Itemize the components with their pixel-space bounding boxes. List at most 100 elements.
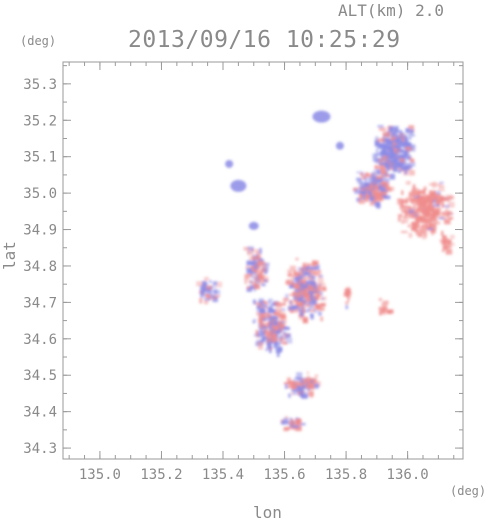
echo-cell (411, 189, 416, 193)
echo-cell (291, 282, 296, 287)
echo-cell (397, 154, 400, 160)
echo-cell (421, 219, 428, 224)
echo-cell (391, 143, 395, 148)
echo-cell (257, 255, 261, 260)
echo-cell (310, 381, 317, 384)
echo-cell (381, 302, 385, 306)
echo-cell (301, 394, 308, 399)
echo-cell (260, 318, 263, 324)
echo-cell (361, 194, 366, 200)
echo-cell (306, 280, 312, 286)
echo-cell (284, 384, 288, 389)
echo-cell (384, 195, 391, 200)
x-tick-label: 135.4 (202, 467, 244, 483)
echo-cell (321, 287, 327, 292)
echo-cell (396, 141, 404, 146)
echo-cell (438, 217, 445, 220)
echo-cell (256, 331, 264, 336)
echo-cell (246, 287, 252, 292)
echo-cell (385, 173, 389, 176)
echo-cell (257, 274, 265, 280)
echo-cell (251, 281, 256, 287)
echo-cell (432, 204, 440, 207)
echo-cell (444, 240, 451, 246)
echo-cell (438, 215, 443, 219)
echo-cell (289, 293, 296, 296)
echo-cell (360, 172, 364, 176)
echo-cell (300, 380, 304, 384)
echo-cell (216, 281, 223, 288)
echo-cell (320, 291, 323, 296)
echo-cell (370, 188, 377, 193)
echo-cell (282, 333, 290, 337)
echo-cell (259, 328, 263, 333)
echo-cell (263, 264, 269, 269)
echo-cell (359, 192, 363, 199)
echo-cell (307, 263, 314, 267)
echo-cell (390, 153, 398, 157)
echo-cell (252, 320, 255, 324)
echo-cell (390, 161, 396, 166)
echo-cell (212, 281, 218, 286)
echo-cell (409, 161, 416, 167)
echo-cell (244, 273, 250, 280)
echo-cell (407, 224, 411, 228)
echo-cell (291, 276, 295, 280)
echo-cell (431, 181, 437, 188)
echo-cell (385, 156, 391, 162)
echo-cell (248, 256, 256, 261)
echo-cell (289, 300, 292, 305)
echo-cell (298, 271, 303, 274)
echo-cell (244, 279, 248, 284)
echo-cell (403, 215, 408, 219)
echo-cell (299, 297, 307, 301)
echo-cell (268, 347, 272, 354)
echo-cell (445, 194, 453, 200)
echo-cell (421, 223, 425, 228)
echo-cell (393, 150, 400, 156)
plot-frame (62, 61, 464, 460)
echo-cell (287, 305, 295, 311)
echo-cell (378, 185, 384, 190)
echo-cell (374, 201, 380, 207)
echo-cell (389, 162, 394, 167)
echo-cell (295, 376, 298, 379)
echo-cell (406, 207, 410, 212)
echo-cell (287, 271, 293, 277)
echo-cell (261, 331, 266, 336)
echo-cell (278, 328, 282, 331)
echo-cell (364, 177, 368, 182)
echo-cell (376, 166, 383, 169)
echo-cell (276, 347, 282, 354)
echo-cell (306, 371, 310, 375)
echo-cell (407, 213, 413, 219)
echo-cell (300, 267, 303, 273)
echo-cell (357, 179, 363, 184)
echo-cell (401, 190, 404, 196)
echo-cell (312, 383, 319, 388)
echo-cell (283, 382, 289, 385)
echo-cell (410, 158, 415, 163)
echo-cell (414, 224, 420, 229)
echo-cell (442, 216, 448, 221)
x-tick-label: 135.0 (79, 467, 121, 483)
echo-cell (408, 169, 415, 176)
echo-cell (359, 182, 366, 188)
echo-cell (254, 261, 258, 266)
echo-cell (308, 382, 315, 388)
echo-cell (365, 182, 370, 188)
echo-cell (428, 183, 434, 186)
echo-cell (253, 279, 259, 286)
echo-cell (428, 213, 434, 216)
echo-cell (295, 293, 300, 299)
echo-cell (401, 137, 404, 143)
echo-cell (346, 289, 351, 292)
echo-cell (373, 193, 381, 198)
echo-cell (200, 285, 205, 291)
echo-cell (345, 304, 349, 310)
echo-cell (307, 279, 315, 283)
echo-cell (210, 286, 217, 289)
echo-cell (442, 235, 447, 238)
echo-cell (276, 313, 280, 319)
echo-cell (441, 236, 445, 240)
